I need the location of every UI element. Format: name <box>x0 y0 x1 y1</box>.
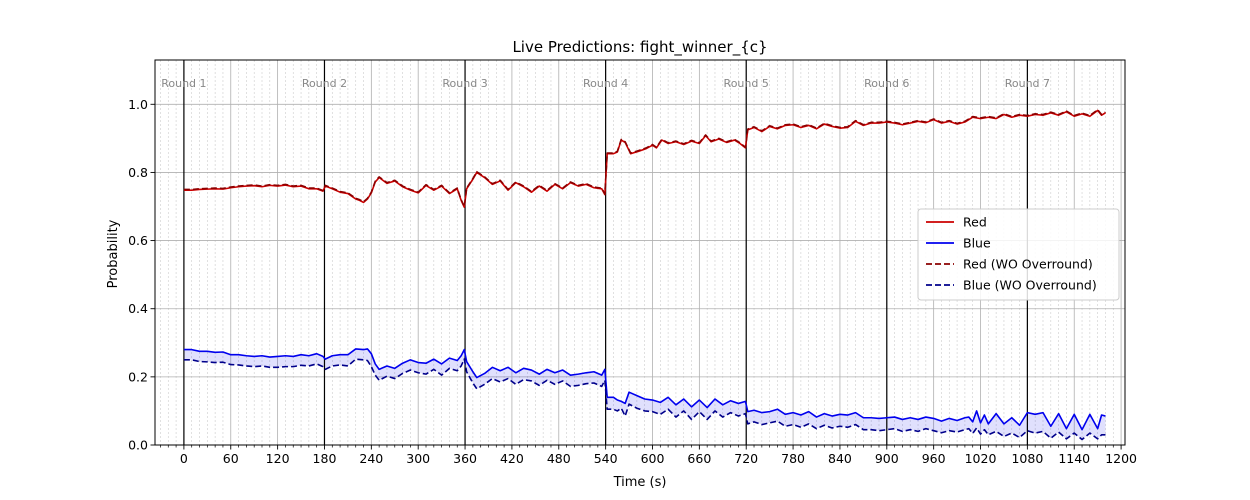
x-tick-label: 900 <box>875 451 899 466</box>
y-tick-label: 0.0 <box>128 438 148 453</box>
x-tick-label: 420 <box>500 451 524 466</box>
round-marker-label: Round 4 <box>583 77 628 90</box>
round-marker-label: Round 1 <box>161 77 206 90</box>
chart-title: Live Predictions: fight_winner_{c} <box>512 38 767 57</box>
y-tick-label: 0.4 <box>128 301 148 316</box>
x-tick-label: 0 <box>180 451 188 466</box>
x-tick-label: 600 <box>641 451 665 466</box>
series-line-2 <box>183 108 1106 208</box>
series-line-3 <box>183 358 1106 441</box>
series-line-1 <box>183 348 1106 431</box>
legend-box <box>917 208 1120 301</box>
x-tick-label: 1080 <box>1011 451 1043 466</box>
series-lines <box>183 108 1106 441</box>
x-tick-label: 960 <box>922 451 946 466</box>
y-tick-label: 0.6 <box>128 233 148 248</box>
legend-label-3: Blue (WO Overround) <box>963 278 1097 293</box>
y-tick-label: 1.0 <box>128 97 148 112</box>
legend-label-1: Blue <box>963 236 991 251</box>
x-tick-label: 360 <box>453 451 477 466</box>
legend-label-0: Red <box>963 215 987 230</box>
blue-overround-band <box>183 348 1106 440</box>
round-marker-label: Round 3 <box>442 77 487 90</box>
round-marker-label: Round 7 <box>1005 77 1050 90</box>
x-tick-label: 60 <box>223 451 239 466</box>
x-tick-label: 240 <box>359 451 383 466</box>
round-marker-label: Round 6 <box>864 77 909 90</box>
x-tick-label: 1200 <box>1105 451 1137 466</box>
round-marker-label: Round 5 <box>724 77 769 90</box>
y-tick-label: 0.2 <box>128 369 148 384</box>
x-tick-label: 780 <box>781 451 805 466</box>
x-tick-label: 660 <box>687 451 711 466</box>
x-tick-label: 1140 <box>1058 451 1090 466</box>
x-axis: 0 60 120 180 240 300 360 420 480 540 600 660 720 780 8… <box>160 445 1137 466</box>
legend-label-2: Red (WO Overround) <box>963 257 1093 272</box>
overround-bands <box>183 109 1106 440</box>
x-tick-label: 180 <box>313 451 337 466</box>
x-tick-label: 720 <box>734 451 758 466</box>
y-axis: 0.0 0.2 0.4 0.6 0.8 1.0 <box>128 97 155 453</box>
x-tick-label: 1020 <box>965 451 997 466</box>
x-axis-title: Time (s) <box>613 475 667 490</box>
y-axis-title: Probability <box>106 219 121 288</box>
x-tick-label: 540 <box>594 451 618 466</box>
round-marker-label: Round 2 <box>302 77 347 90</box>
x-tick-label: 480 <box>547 451 571 466</box>
legend: Red Blue Red (WO Overround) Blue (WO Overro… <box>917 208 1120 301</box>
plot-frame <box>154 59 1126 446</box>
x-tick-label: 840 <box>828 451 852 466</box>
y-tick-label: 0.8 <box>128 165 148 180</box>
round-markers: Round 1 Round 2 Round 3 Round 4 Round 5 Round… <box>161 60 1050 445</box>
x-tick-label: 300 <box>406 451 430 466</box>
x-tick-label: 120 <box>266 451 290 466</box>
